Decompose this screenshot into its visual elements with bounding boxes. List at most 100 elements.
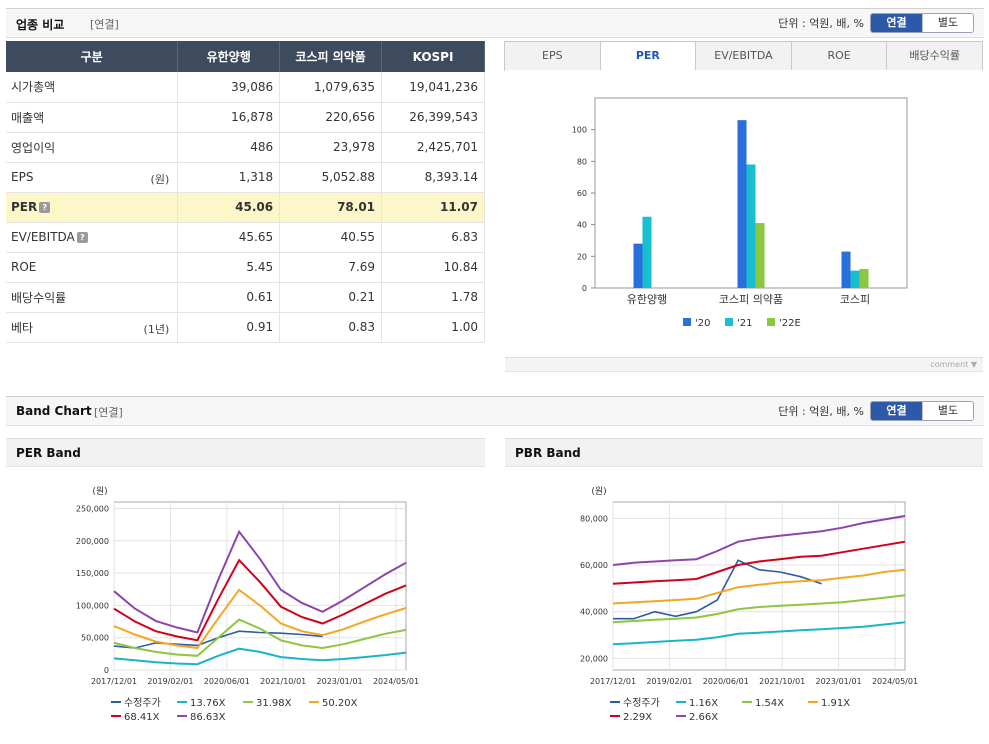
y-tick-label: 100 [572,126,587,135]
value-cell: 78.01 [279,192,383,223]
value-cell: 26,399,543 [381,102,485,133]
legend-label: 수정주가 [623,697,660,709]
value-cell: 23,978 [279,132,383,163]
table-header-cell: KOSPI [381,41,485,72]
value-cell: 45.65 [177,222,281,253]
band-consolidated-button[interactable]: 연결 [871,402,922,420]
table-row: 시가총액 39,086 1,079,635 19,041,236 [6,72,485,103]
pbr-band-chart: 2017/12/01 2019/02/01 2020/06/01 2021/10/01… [580,486,918,723]
value-cell: 40.55 [279,222,383,253]
tab-roe[interactable]: ROE [790,41,888,71]
tab-eps[interactable]: EPS [504,41,601,71]
table-header-row: 구분 유한양행 코스피 의약품 KOSPI [6,41,485,72]
value-cell: 7.69 [279,252,383,283]
legend-swatch [683,318,691,326]
row-label: 매출액 [11,110,45,125]
row-unit-suffix: (원) [150,172,170,186]
x-tick-label: 2023/01/01 [816,677,862,686]
row-label-cell: 배당수익률 [6,282,179,313]
help-icon[interactable]: ? [76,232,88,243]
value-cell: 10.84 [381,252,485,283]
plot-frame [113,501,407,671]
bar [633,243,643,288]
value-cell: 2,425,701 [381,132,485,163]
value-cell: 0.21 [279,282,383,313]
tab-per[interactable]: PER [599,41,697,71]
comment-toggle[interactable]: comment ▼ [505,358,983,372]
legend-label: 1.16X [689,698,718,709]
x-tick-label: 코스피 의약품 [719,292,783,306]
per-band-chart: 2017/12/01 2019/02/01 2020/06/01 2021/10/01… [76,486,419,723]
bar [859,269,869,288]
metric-tabs: EPS PER EV/EBITDA ROE 배당수익률 [504,41,983,71]
bar [737,120,747,288]
value-cell: 39,086 [177,72,281,103]
table-row: PER? 45.06 78.01 11.07 [6,192,485,223]
series-line [113,588,407,650]
band-basis-toggle: 연결 별도 [870,401,974,421]
bar [746,164,756,288]
x-tick-label: 2020/06/01 [703,677,749,686]
x-tick-label: 2019/02/01 [147,677,193,686]
industry-consolidated-button[interactable]: 연결 [871,14,922,32]
table-header-cell: 유한양행 [177,41,281,72]
series-line [612,594,906,624]
row-label: 영업이익 [11,140,56,155]
value-cell: 1.78 [381,282,485,313]
pbr-band-title: PBR Band [515,446,581,460]
per-band-header: PER Band [6,438,485,467]
x-tick-label: 2017/12/01 [91,677,137,686]
tab--[interactable]: 배당수익률 [886,41,983,71]
legend-label: 13.76X [190,698,226,709]
series-line [612,568,906,605]
y-axis-unit: (원) [591,486,606,497]
table-row: 배당수익률 0.61 0.21 1.78 [6,282,485,313]
value-cell: 16,878 [177,102,281,133]
bar [642,216,652,288]
row-label-cell: 베타 (1년) [6,312,179,343]
table-row: EV/EBITDA? 45.65 40.55 6.83 [6,222,485,253]
y-tick-label: 50,000 [81,634,109,643]
series-line [612,515,906,566]
row-label: 배당수익률 [11,290,67,305]
x-tick-label: 2024/05/01 [373,677,419,686]
value-cell: 45.06 [177,192,281,223]
legend-label: 2.66X [689,712,718,723]
legend-label: '20 [695,318,710,329]
y-tick-label: 200,000 [76,537,109,546]
value-cell: 0.61 [177,282,281,313]
value-cell: 19,041,236 [381,72,485,103]
row-label: EPS [11,170,34,184]
legend-swatch [725,318,733,326]
industry-compare-title: 업종 비교 [16,18,65,32]
x-tick-label: 2021/10/01 [260,677,306,686]
series-line [113,558,407,642]
table-row: ROE 5.45 7.69 10.84 [6,252,485,283]
value-cell: 6.83 [381,222,485,253]
legend-label: 1.91X [821,698,850,709]
series-line [613,559,822,620]
y-tick-label: 0 [104,666,109,675]
band-chart-title: Band Chart [16,404,92,418]
industry-separate-button[interactable]: 별도 [922,14,973,32]
x-tick-label: 2019/02/01 [646,677,692,686]
value-cell: 1,079,635 [279,72,383,103]
row-label-cell: ROE [6,252,179,283]
y-tick-label: 80,000 [580,514,608,523]
y-tick-label: 80 [577,157,587,166]
help-icon[interactable]: ? [39,202,51,213]
x-tick-label: 코스피 [840,293,870,306]
tab-ev-ebitda[interactable]: EV/EBITDA [695,41,792,71]
row-unit-suffix: (1년) [143,322,170,336]
table-row: 영업이익 486 23,978 2,425,701 [6,132,485,163]
band-basis-label: [연결] [94,406,123,419]
y-tick-label: 150,000 [76,569,109,578]
y-tick-label: 20,000 [580,654,608,663]
value-cell: 1,318 [177,162,281,193]
series-line [612,540,906,585]
bar [850,270,860,288]
value-cell: 8,393.14 [381,162,485,193]
plot-frame [612,501,906,671]
y-tick-label: 40,000 [580,608,608,617]
band-separate-button[interactable]: 별도 [922,402,973,420]
